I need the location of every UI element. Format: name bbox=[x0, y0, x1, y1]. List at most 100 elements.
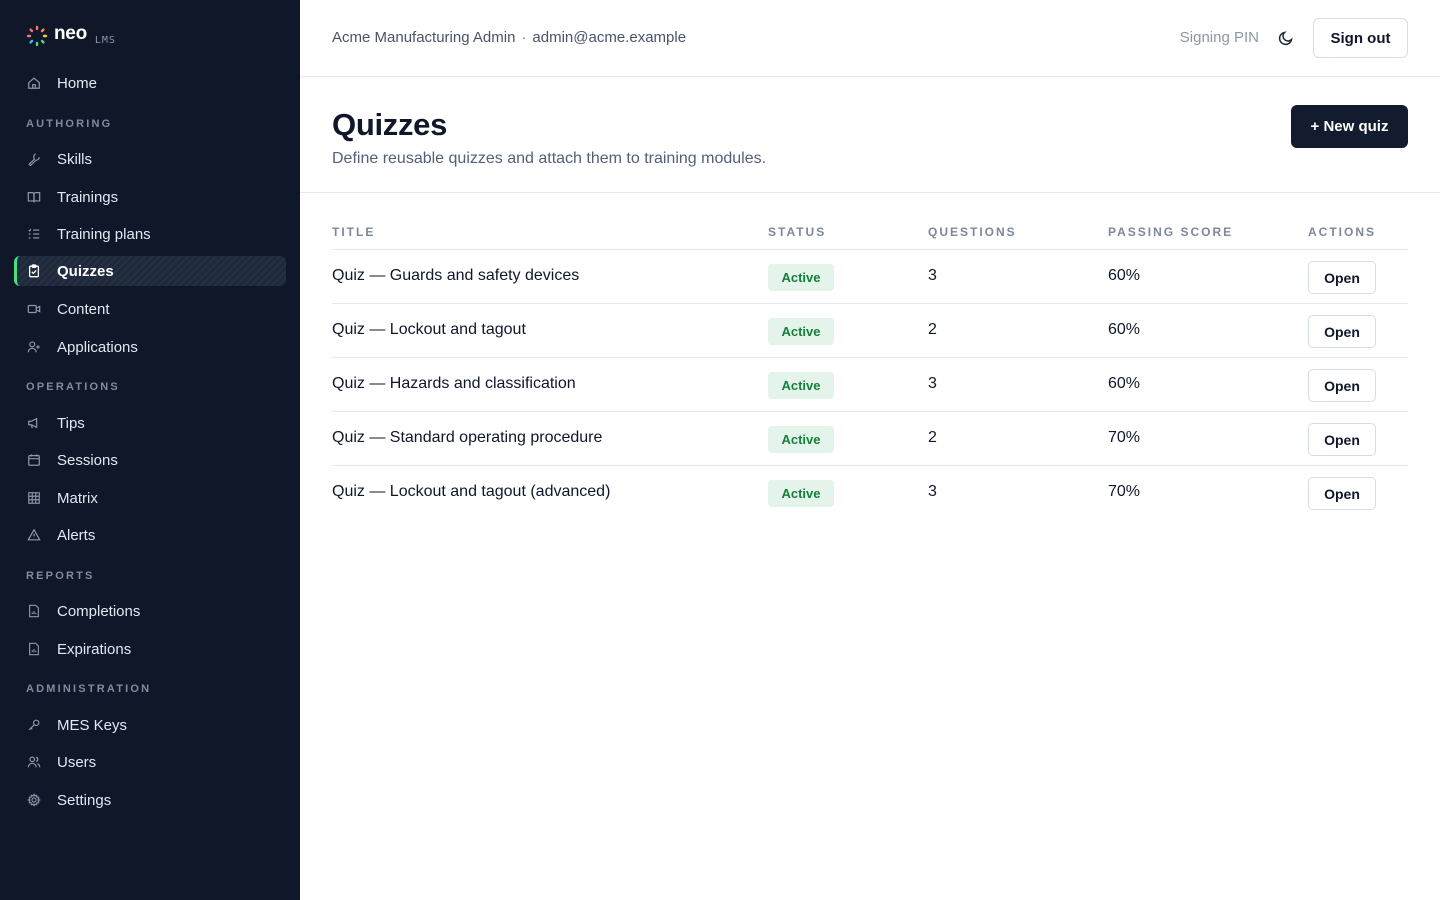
status-badge: Active bbox=[768, 426, 834, 453]
report-icon bbox=[27, 642, 41, 656]
quiz-title: Quiz — Standard operating procedure bbox=[332, 429, 603, 446]
passing-score: 70% bbox=[1108, 483, 1141, 500]
brand-logo[interactable]: neo LMS bbox=[26, 23, 116, 48]
column-header-passing-score[interactable]: PASSING SCORE bbox=[1108, 225, 1234, 239]
table-row[interactable]: Quiz — Guards and safety devices Active … bbox=[332, 250, 1408, 304]
wrench-icon bbox=[27, 152, 41, 166]
sidebar-item-alerts[interactable]: Alerts bbox=[14, 520, 286, 550]
sidebar-item-label: Training plans bbox=[57, 225, 151, 243]
key-icon bbox=[27, 718, 41, 732]
column-header-title[interactable]: TITLE bbox=[332, 225, 376, 239]
logo-ring-icon bbox=[26, 25, 48, 47]
sidebar-item-home[interactable]: Home bbox=[14, 68, 286, 98]
org-name: Acme Manufacturing Admin bbox=[332, 29, 516, 46]
sidebar-item-label: Users bbox=[57, 753, 97, 771]
passing-score: 70% bbox=[1108, 429, 1141, 446]
column-header-actions: ACTIONS bbox=[1308, 225, 1376, 239]
page-title: Quizzes bbox=[332, 107, 448, 142]
grid-icon bbox=[27, 491, 41, 505]
section-label-administration: ADMINISTRATION bbox=[26, 683, 152, 695]
sidebar-item-label: Expirations bbox=[57, 640, 132, 658]
calendar-icon bbox=[27, 453, 41, 467]
status-badge: Active bbox=[768, 372, 834, 399]
open-button[interactable]: Open bbox=[1308, 261, 1376, 294]
new-quiz-button[interactable]: + New quiz bbox=[1291, 105, 1408, 148]
top-bar: Acme Manufacturing Admin · admin@acme.exam… bbox=[300, 0, 1440, 77]
status-badge: Active bbox=[768, 480, 834, 507]
quiz-title: Quiz — Lockout and tagout (advanced) bbox=[332, 483, 611, 500]
open-button[interactable]: Open bbox=[1308, 315, 1376, 348]
sidebar-item-tips[interactable]: Tips bbox=[14, 408, 286, 438]
table-row[interactable]: Quiz — Standard operating procedure Acti… bbox=[332, 412, 1408, 466]
sidebar-item-completions[interactable]: Completions bbox=[14, 596, 286, 626]
open-button[interactable]: Open bbox=[1308, 369, 1376, 402]
book-icon bbox=[27, 190, 41, 204]
video-icon bbox=[27, 302, 41, 316]
sidebar-item-label: Matrix bbox=[57, 489, 98, 507]
question-count: 3 bbox=[928, 483, 937, 500]
table-header: TITLE STATUS QUESTIONS PASSING SCORE ACT… bbox=[332, 220, 1408, 250]
sidebar-item-label: Alerts bbox=[57, 526, 96, 544]
report-icon bbox=[27, 604, 41, 618]
question-count: 2 bbox=[928, 429, 937, 446]
passing-score: 60% bbox=[1108, 321, 1141, 338]
sidebar-item-label: Settings bbox=[57, 791, 112, 809]
section-label-authoring: AUTHORING bbox=[26, 118, 113, 130]
sidebar-item-label: Completions bbox=[57, 602, 141, 620]
sidebar-item-label: Applications bbox=[57, 338, 138, 356]
brand-subtitle: LMS bbox=[94, 35, 116, 46]
column-header-questions[interactable]: QUESTIONS bbox=[928, 225, 1017, 239]
sidebar-item-trainings[interactable]: Trainings bbox=[14, 182, 286, 212]
open-button[interactable]: Open bbox=[1308, 477, 1376, 510]
passing-score: 60% bbox=[1108, 267, 1141, 284]
page-subtitle: Define reusable quizzes and attach them … bbox=[332, 150, 767, 167]
table-row[interactable]: Quiz — Hazards and classification Active… bbox=[332, 358, 1408, 412]
brand-name: neo bbox=[54, 23, 87, 44]
sidebar-item-settings[interactable]: Settings bbox=[14, 785, 286, 815]
question-count: 3 bbox=[928, 267, 937, 284]
sidebar-item-label: Content bbox=[57, 300, 110, 318]
sidebar-item-content[interactable]: Content bbox=[14, 294, 286, 324]
sidebar-item-label: MES Keys bbox=[57, 716, 128, 734]
section-label-reports: REPORTS bbox=[26, 570, 95, 582]
section-label-operations: OPERATIONS bbox=[26, 381, 120, 393]
user-plus-icon bbox=[27, 340, 41, 354]
table-row[interactable]: Quiz — Lockout and tagout Active 2 60% O… bbox=[332, 304, 1408, 358]
quiz-title: Quiz — Guards and safety devices bbox=[332, 267, 580, 284]
sidebar-item-applications[interactable]: Applications bbox=[14, 332, 286, 362]
open-button[interactable]: Open bbox=[1308, 423, 1376, 456]
clipboard-icon bbox=[27, 264, 41, 278]
sidebar-item-label: Quizzes bbox=[57, 262, 114, 280]
home-icon bbox=[27, 76, 41, 90]
sidebar-item-label: Trainings bbox=[57, 188, 119, 206]
gear-icon bbox=[27, 793, 41, 807]
list-icon bbox=[27, 227, 41, 241]
sign-out-button[interactable]: Sign out bbox=[1313, 18, 1408, 58]
quiz-title: Quiz — Lockout and tagout bbox=[332, 321, 526, 338]
sidebar-item-mes-keys[interactable]: MES Keys bbox=[14, 710, 286, 740]
sidebar-item-expirations[interactable]: Expirations bbox=[14, 634, 286, 664]
table-row[interactable]: Quiz — Lockout and tagout (advanced) Act… bbox=[332, 466, 1408, 520]
sidebar-item-matrix[interactable]: Matrix bbox=[14, 483, 286, 513]
sidebar-item-users[interactable]: Users bbox=[14, 747, 286, 777]
megaphone-icon bbox=[27, 416, 41, 430]
users-icon bbox=[27, 755, 41, 769]
signing-pin-link[interactable]: Signing PIN bbox=[1179, 29, 1259, 46]
question-count: 2 bbox=[928, 321, 937, 338]
moon-icon[interactable] bbox=[1278, 30, 1294, 46]
sidebar-item-label: Home bbox=[57, 74, 98, 92]
sidebar-item-quizzes[interactable]: Quizzes bbox=[14, 256, 286, 286]
column-header-status[interactable]: STATUS bbox=[768, 225, 827, 239]
status-badge: Active bbox=[768, 264, 834, 291]
sidebar-item-label: Tips bbox=[57, 414, 85, 432]
account-info: Acme Manufacturing Admin · admin@acme.exam… bbox=[332, 29, 686, 46]
user-email: admin@acme.example bbox=[532, 29, 687, 46]
sidebar-item-training-plans[interactable]: Training plans bbox=[14, 219, 286, 249]
sidebar-item-label: Sessions bbox=[57, 451, 118, 469]
sidebar-item-sessions[interactable]: Sessions bbox=[14, 445, 286, 475]
sidebar: neo LMS Home AUTHORING Skills Trainings … bbox=[0, 0, 300, 900]
sidebar-item-skills[interactable]: Skills bbox=[14, 144, 286, 174]
main-content: Acme Manufacturing Admin · admin@acme.exam… bbox=[300, 0, 1440, 900]
page-header: Quizzes Define reusable quizzes and atta… bbox=[300, 77, 1440, 193]
status-badge: Active bbox=[768, 318, 834, 345]
